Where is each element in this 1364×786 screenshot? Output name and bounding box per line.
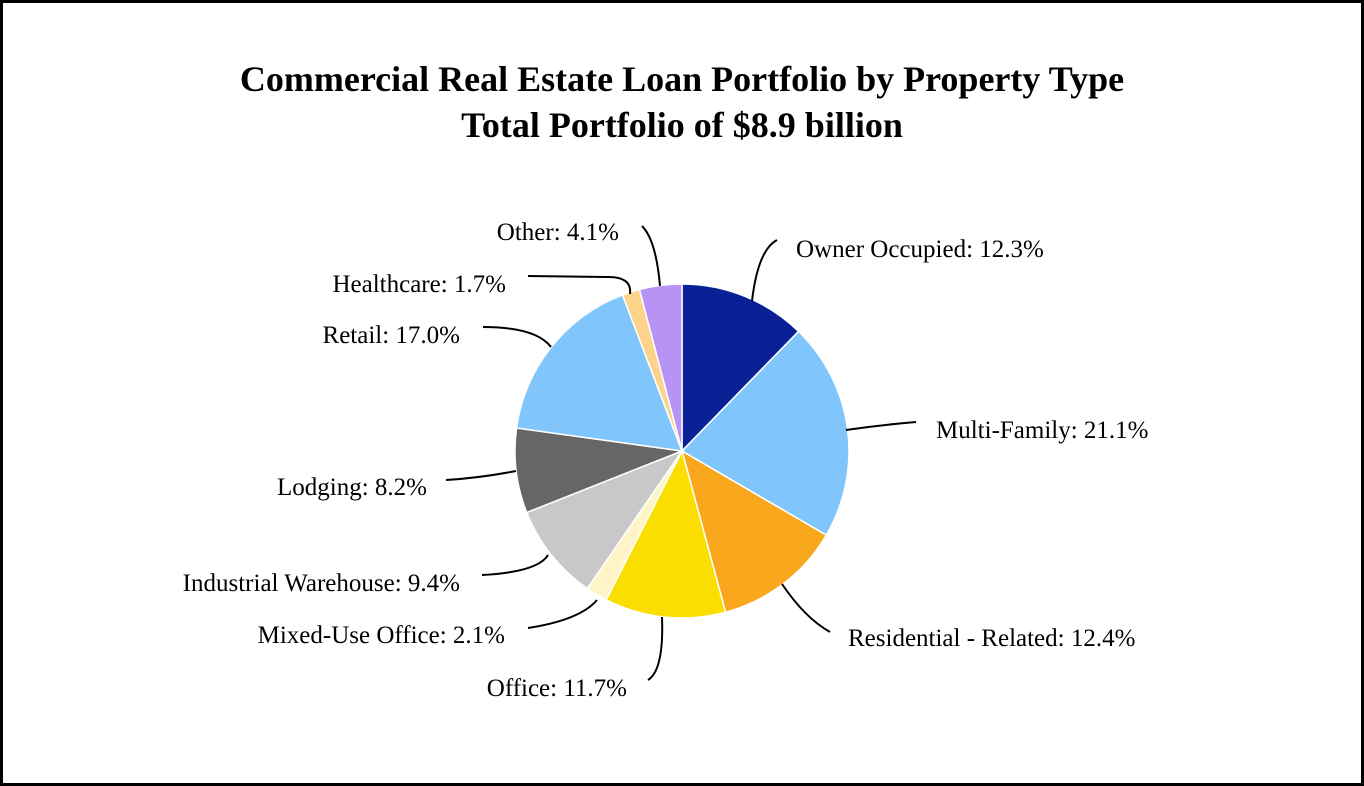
leader-line-retail: [482, 326, 552, 348]
chart-title: Commercial Real Estate Loan Portfolio by…: [239, 59, 1125, 99]
chart-title-block: Commercial Real Estate Loan Portfolio by…: [0, 56, 1364, 148]
leader-line-industrial-warehouse: [481, 554, 549, 576]
leader-line-mixed-use-office: [527, 599, 598, 629]
pie-slice-office: [605, 448, 727, 619]
slice-labels: Owner Occupied: 12.3% Multi-Family: 21.1%…: [183, 219, 1149, 702]
slice-label-other: Other: 4.1%: [497, 219, 619, 246]
slice-label-retail: Retail: 17.0%: [323, 322, 460, 349]
leader-line-other: [641, 225, 661, 287]
chart-subtitle: Total Portfolio of $8.9 billion: [461, 105, 903, 145]
leader-lines: [445, 225, 917, 681]
slice-label-office: Office: 11.7%: [487, 675, 627, 702]
pie-slices: [514, 283, 850, 619]
pie-slice-industrial-warehouse: [525, 449, 685, 590]
leader-line-multi-family: [845, 421, 917, 431]
pie-slice-multi-family: [680, 330, 850, 537]
slice-label-mixed-use-office: Mixed-Use Office: 2.1%: [258, 622, 505, 649]
leader-line-owner-occupied: [751, 239, 778, 302]
leader-line-residential-related: [781, 583, 831, 633]
slice-label-owner-occupied: Owner Occupied: 12.3%: [796, 236, 1044, 263]
slice-label-multi-family: Multi-Family: 21.1%: [936, 417, 1149, 444]
slice-label-industrial-warehouse: Industrial Warehouse: 9.4%: [183, 570, 460, 597]
slice-label-healthcare: Healthcare: 1.7%: [332, 271, 506, 298]
pie-slice-retail: [515, 294, 684, 452]
slice-label-lodging: Lodging: 8.2%: [277, 474, 427, 501]
pie-slice-owner-occupied: [681, 283, 800, 453]
leader-line-healthcare: [527, 275, 632, 295]
pie-slice-residential-related: [680, 449, 828, 614]
leader-line-office: [647, 616, 664, 681]
slice-label-residential-related: Residential - Related: 12.4%: [848, 625, 1135, 652]
leader-line-lodging: [445, 470, 517, 481]
